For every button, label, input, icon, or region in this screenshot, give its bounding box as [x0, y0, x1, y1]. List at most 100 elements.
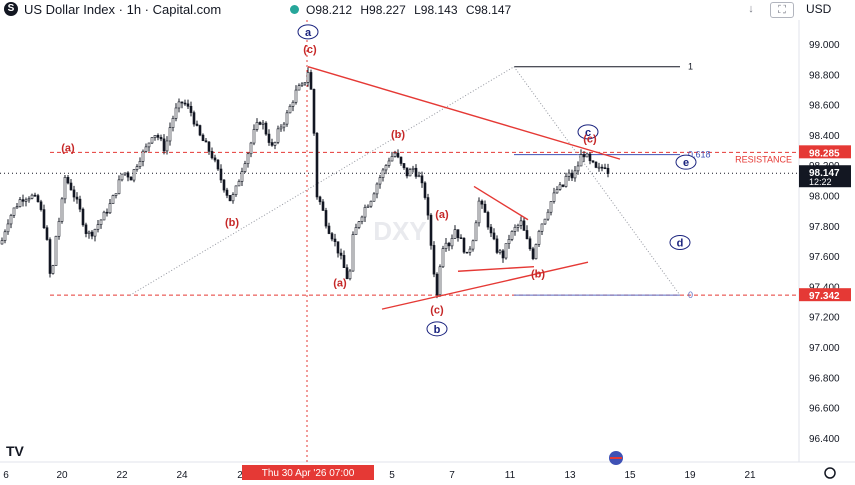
candle-body	[303, 82, 307, 85]
x-tick-label: 20	[56, 470, 68, 480]
candle-body	[150, 137, 154, 144]
download-icon[interactable]: ↓	[748, 3, 754, 15]
candle-body	[363, 207, 367, 218]
candle-body	[444, 242, 448, 249]
candle-body	[177, 101, 181, 109]
candle-body	[210, 151, 214, 159]
candle-body	[390, 156, 394, 162]
candle-body	[264, 122, 268, 135]
candle-body	[465, 251, 469, 254]
candle-body	[567, 172, 571, 177]
tradingview-logo-icon[interactable]: TV	[6, 443, 25, 459]
crosshair-date-tag	[242, 465, 374, 480]
candle-body	[408, 169, 412, 177]
candle-body	[234, 185, 238, 195]
candle-body	[18, 199, 22, 207]
wave-label-b: b	[434, 324, 441, 336]
candle-body	[57, 221, 61, 237]
candle-body	[498, 250, 502, 253]
candle-body	[174, 107, 178, 119]
candle-body	[453, 229, 457, 239]
candle-body	[372, 193, 376, 202]
candle-body	[252, 129, 256, 144]
candle-body	[393, 152, 397, 157]
wave-label-e: e	[683, 157, 689, 169]
candle-body	[384, 165, 388, 171]
candle-body	[60, 198, 64, 222]
candle-body	[213, 157, 217, 161]
candle-body	[486, 212, 490, 228]
candle-body	[483, 203, 487, 213]
candle-body	[216, 159, 220, 170]
candle-body	[72, 189, 76, 198]
candle-body	[396, 152, 400, 158]
candle-body	[291, 101, 295, 107]
candle-body	[432, 245, 436, 275]
candle-body	[261, 122, 265, 125]
x-tick-label: 2	[237, 470, 243, 480]
candle-body	[558, 184, 562, 190]
chart-title[interactable]: US Dollar Index · 1h · Capital.com	[24, 2, 222, 17]
bar-countdown-label: 12:22	[809, 177, 832, 187]
candle-body	[501, 250, 505, 259]
candle-body	[447, 242, 451, 247]
trend-line	[457, 266, 535, 272]
support-price-label: 97.342	[809, 291, 840, 302]
candle-body	[315, 132, 319, 198]
gear-icon[interactable]	[824, 467, 836, 479]
fullscreen-button[interactable]: ⛶	[770, 2, 794, 18]
candle-body	[93, 228, 97, 237]
currency-selector[interactable]: USD	[806, 2, 832, 16]
candle-body	[309, 72, 313, 90]
y-tick-label: 97.800	[809, 222, 840, 233]
candle-body	[78, 198, 82, 210]
price-chart[interactable]: DXY99.00098.80098.60098.40098.20098.0009…	[0, 20, 855, 481]
candle-body	[399, 156, 403, 164]
candle-body	[198, 125, 202, 136]
resistance-text: RESISTANCE	[735, 154, 792, 164]
y-tick-label: 96.800	[809, 373, 840, 384]
candle-body	[411, 167, 415, 170]
candle-body	[129, 176, 133, 181]
candle-body	[495, 238, 499, 253]
candle-body	[585, 153, 589, 158]
candle-body	[369, 200, 373, 207]
y-tick-label: 96.400	[809, 434, 840, 445]
candle-body	[528, 238, 532, 250]
candle-body	[540, 223, 544, 232]
candle-body	[225, 189, 229, 196]
candle-body	[219, 168, 223, 181]
symbol-logo-icon[interactable]: S	[4, 2, 18, 16]
chart-canvas[interactable]: DXY99.00098.80098.60098.40098.20098.0009…	[0, 20, 855, 481]
wave-label-a: (a)	[61, 143, 75, 155]
candle-body	[504, 243, 508, 259]
candle-body	[549, 201, 553, 213]
x-tick-label: 7	[449, 470, 455, 480]
candle-body	[324, 210, 328, 227]
candle-body	[534, 244, 538, 260]
y-tick-label: 98.800	[809, 70, 840, 81]
candle-body	[360, 216, 364, 222]
ohlc-low: L98.143	[414, 3, 458, 17]
candle-body	[546, 211, 550, 220]
candle-body	[105, 211, 109, 214]
candle-body	[525, 230, 529, 240]
candle-body	[135, 166, 139, 170]
candle-body	[126, 172, 130, 178]
y-tick-label: 98.600	[809, 101, 840, 112]
y-tick-label: 97.000	[809, 343, 840, 354]
candle-body	[594, 161, 598, 168]
candle-body	[33, 194, 37, 197]
candle-body	[306, 72, 310, 83]
candle-body	[333, 238, 337, 242]
y-tick-label: 97.400	[809, 282, 840, 293]
candle-body	[207, 141, 211, 152]
watermark-text: DXY	[373, 216, 426, 246]
candle-body	[342, 255, 346, 268]
candle-body	[165, 140, 169, 152]
candle-body	[288, 105, 292, 114]
candle-body	[282, 123, 286, 128]
candle-body	[156, 135, 160, 138]
candle-body	[66, 177, 70, 184]
candle-body	[561, 184, 565, 187]
